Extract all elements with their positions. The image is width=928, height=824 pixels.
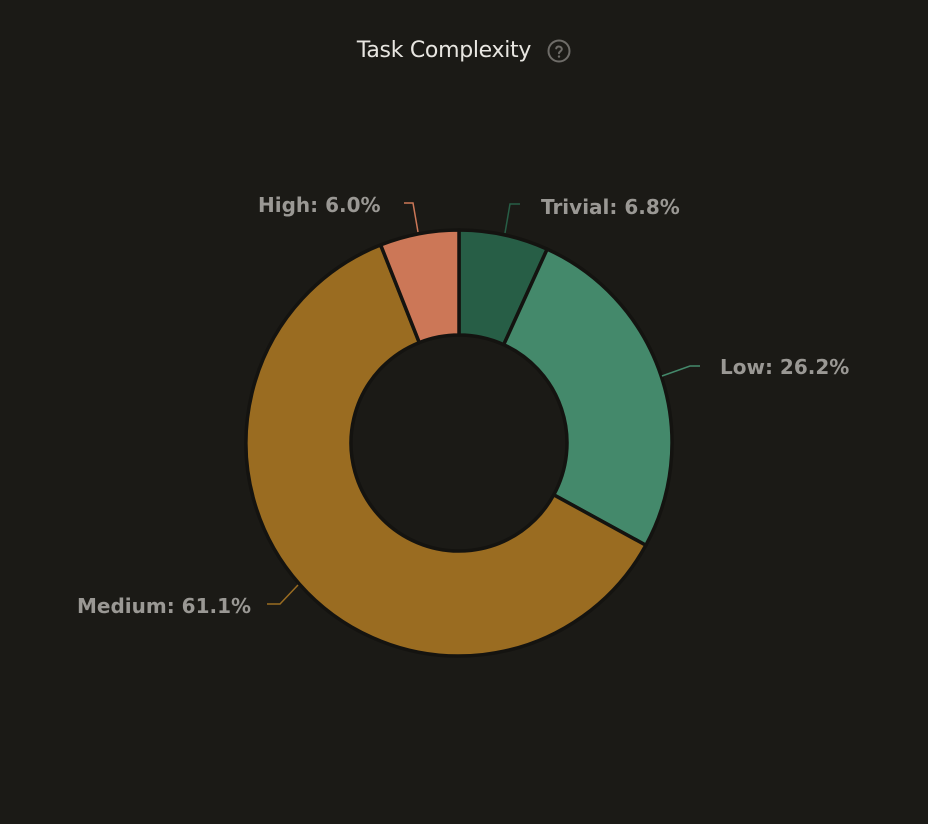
donut-slices bbox=[244, 228, 674, 658]
chart-header: Task Complexity bbox=[0, 38, 928, 63]
leader-line-medium bbox=[267, 584, 299, 605]
leader-line-low bbox=[661, 365, 700, 377]
slice-low[interactable] bbox=[501, 247, 674, 547]
slice-medium[interactable] bbox=[244, 243, 648, 658]
label-trivial: Trivial: 6.8% bbox=[541, 195, 680, 219]
leader-line-trivial bbox=[504, 203, 520, 234]
leader-lines bbox=[267, 202, 700, 605]
slice-high[interactable] bbox=[378, 228, 461, 345]
label-high: High: 6.0% bbox=[258, 193, 381, 217]
chart-title: Task Complexity bbox=[356, 38, 532, 63]
question-circle-icon[interactable] bbox=[547, 39, 571, 63]
label-medium: Medium: 61.1% bbox=[77, 594, 251, 618]
leader-line-high bbox=[404, 202, 419, 233]
label-low: Low: 26.2% bbox=[720, 355, 849, 379]
